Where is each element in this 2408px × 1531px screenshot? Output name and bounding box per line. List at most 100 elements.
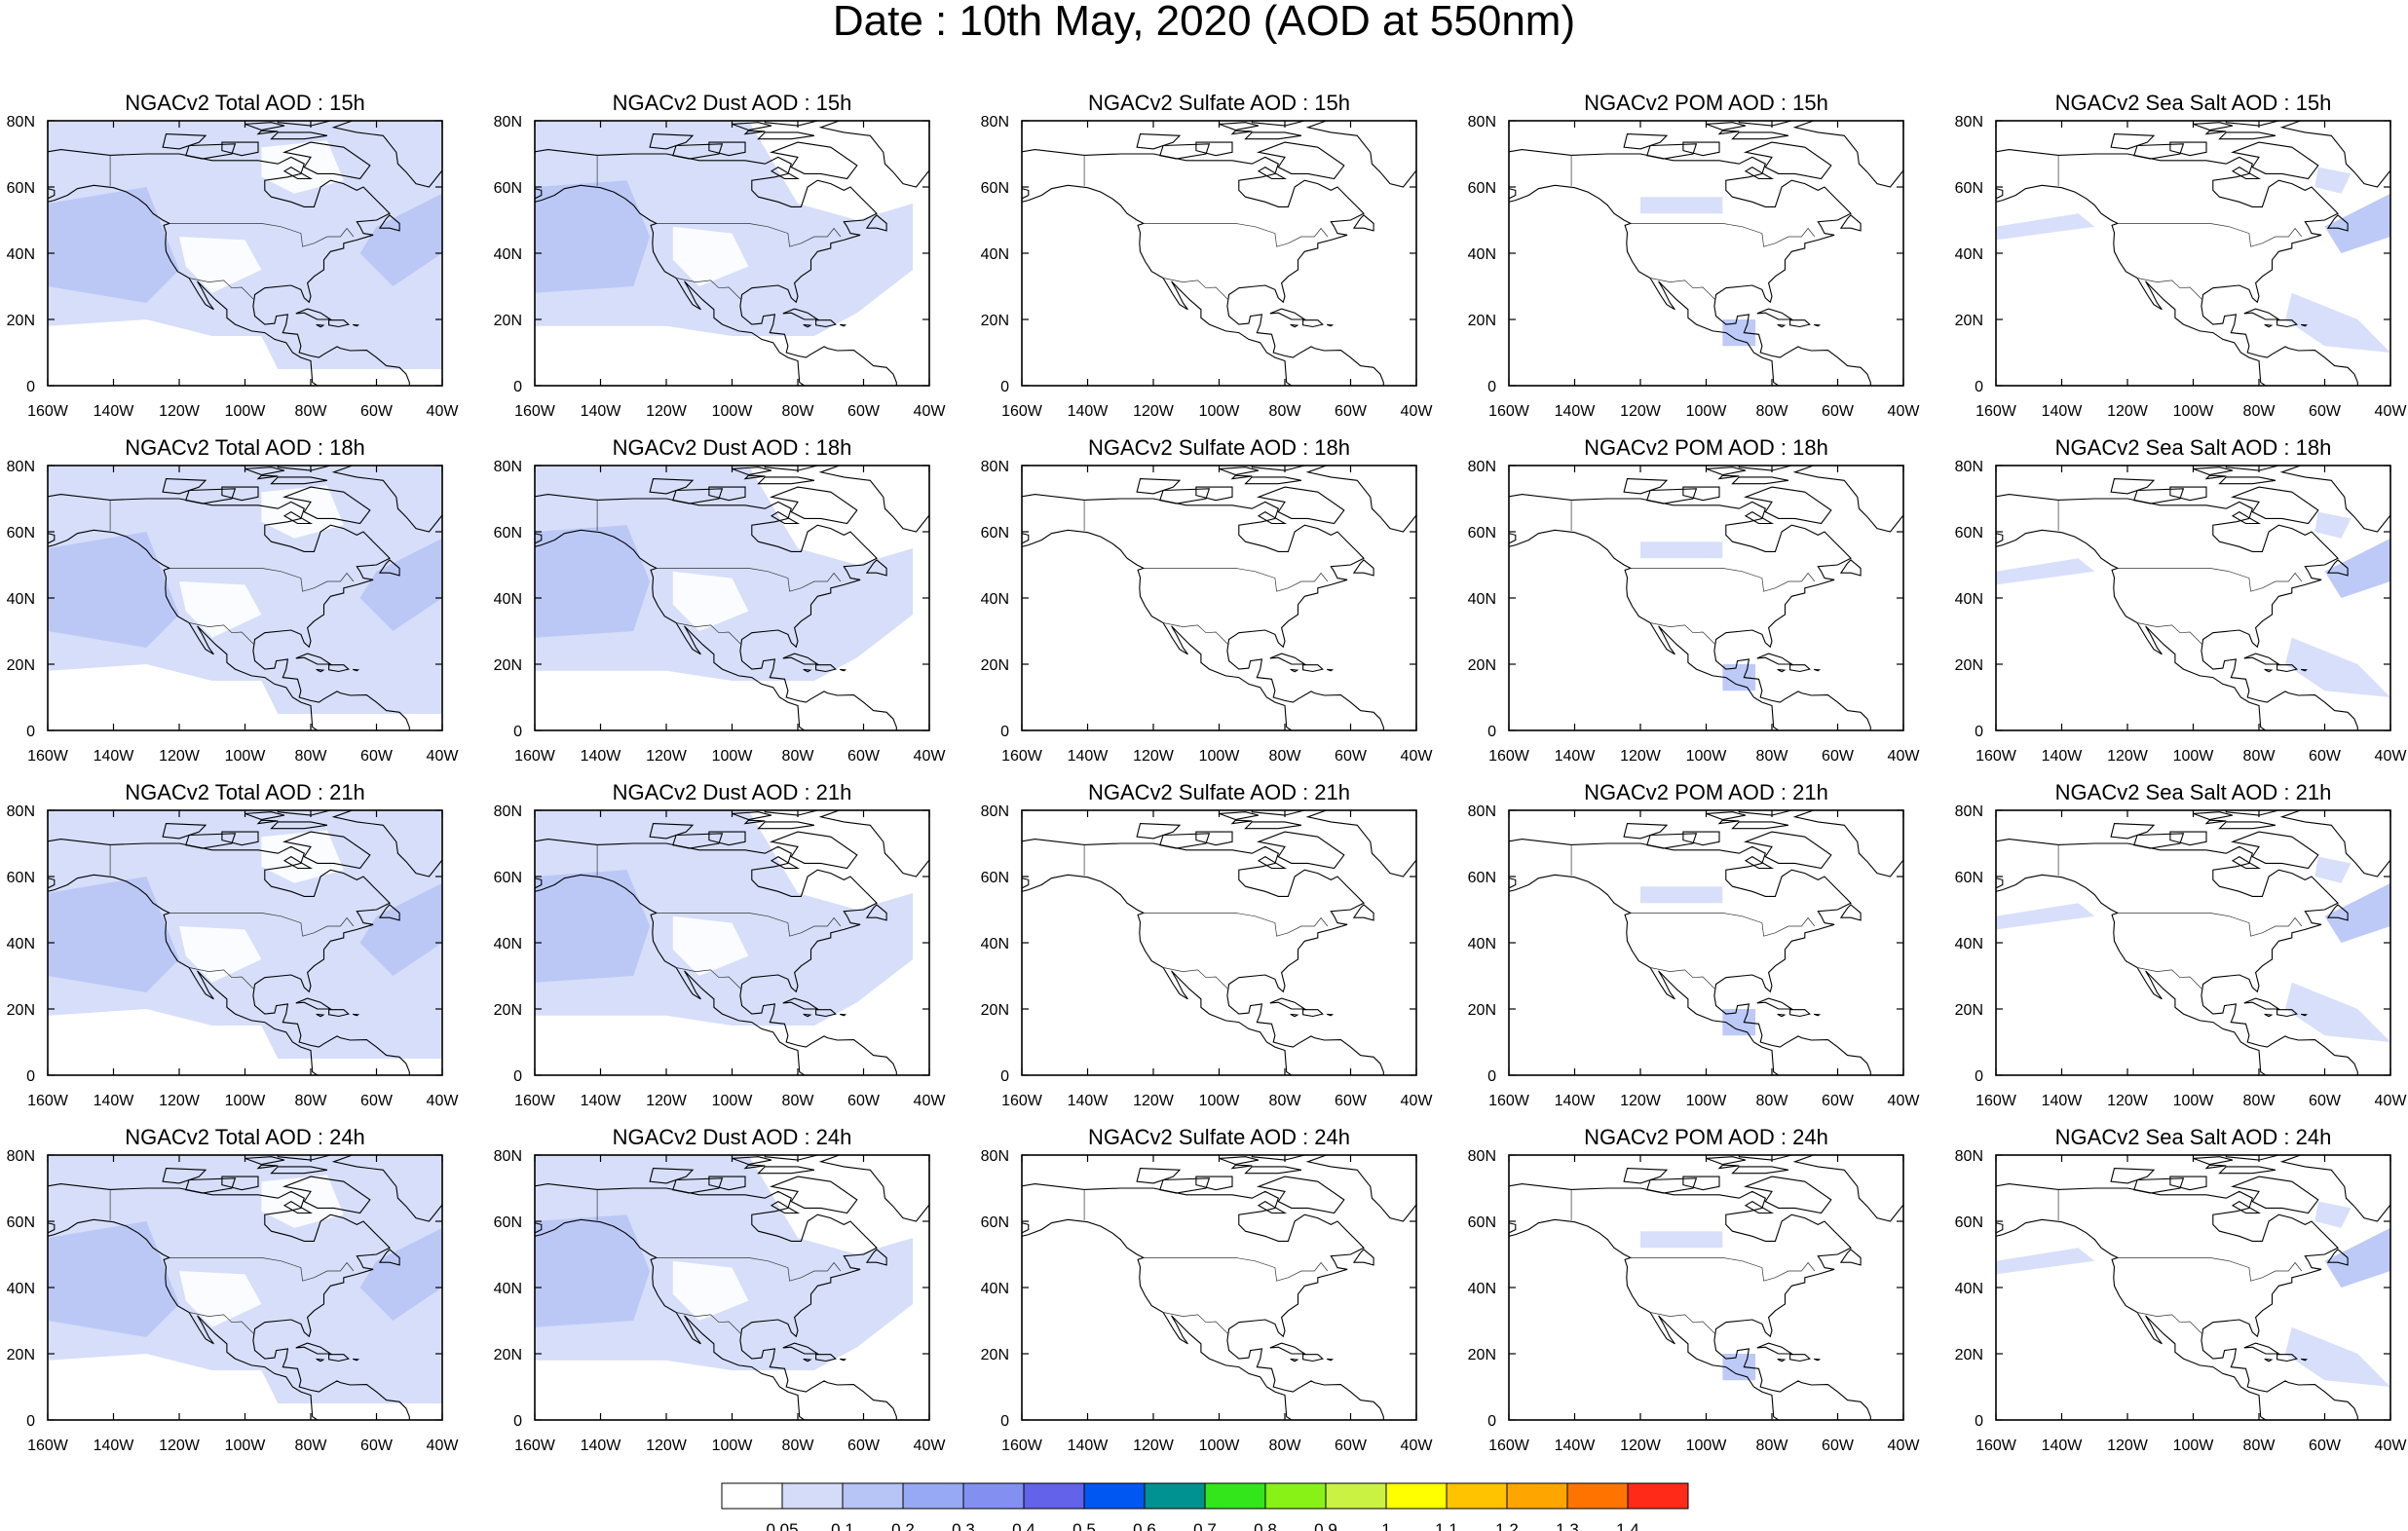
island-outline-2 [316,1358,325,1363]
colorbar-swatch-15 [1627,1482,1689,1510]
lon-tick-label: 120W [2107,748,2149,765]
island-outline-5 [282,141,371,180]
lon-tick-label: 40W [914,748,947,765]
lat-tick-label: 20N [981,313,1009,329]
island-outline-6 [1244,821,1302,830]
country-border-1 [1163,278,1229,301]
country-border-0 [1143,913,1329,937]
lon-tick-label: 60W [2309,1093,2342,1109]
island-outline-5 [769,141,858,180]
lon-tick-label: 60W [1822,1438,1855,1454]
island-outline-5 [1256,1176,1345,1214]
greenland-outline [818,1155,929,1222]
page-title: Date : 10th May, 2020 (AOD at 550nm) [832,0,1576,45]
island-outline-0 [295,997,333,1010]
greenland-outline [2279,1155,2390,1222]
coastline-west [1509,529,1780,730]
map-panel-0-3: NGACv2 POM AOD : 15h 160W 140W 120W 100W 80W 6… [1468,91,1921,420]
greenland-outline [818,810,929,878]
island-outline-3 [353,1358,360,1362]
panel-title: NGACv2 Dust AOD : 18h [613,435,852,460]
island-outline-2 [803,1358,812,1363]
lon-tick-label: 60W [1335,748,1368,765]
island-outline-2 [316,668,325,673]
island-outline-1 [1789,1009,1811,1018]
lat-tick-label: 20N [981,657,1009,674]
lon-tick-label: 40W [914,1093,947,1109]
lon-tick-label: 100W [712,748,754,765]
map-panel-1-1: NGACv2 Dust AOD : 18h 160W 140W 120W 100W 80W… [494,435,947,765]
island-outline-4 [1839,904,1862,921]
lat-tick-label: 20N [981,1002,1009,1019]
aod-shading-1 [535,180,651,293]
island-outline-9 [672,1177,724,1194]
island-outline-12 [1257,510,1288,525]
lon-tick-label: 160W [1001,403,1043,420]
colorbar-label: 0.6 [1133,1520,1156,1531]
country-border-1 [676,1312,742,1335]
island-outline-1 [1302,664,1324,673]
island-outline-0 [782,997,820,1010]
colorbar-label: 0.7 [1193,1520,1217,1531]
island-outline-12 [1257,166,1288,180]
lat-tick-label: 40N [1955,1281,1983,1297]
island-outline-4 [1839,559,1862,577]
island-outline-1 [815,319,837,328]
lon-tick-label: 140W [1555,1438,1597,1454]
lon-tick-label: 100W [225,748,267,765]
coastline-west [48,184,319,386]
island-outline-10 [1682,486,1720,502]
lon-tick-label: 100W [2173,403,2215,420]
colorbar-label: 0.3 [952,1520,975,1531]
lat-tick-label: 60N [494,1214,522,1231]
lon-tick-label: 60W [1335,1438,1368,1454]
coastline-east [1996,839,2358,1075]
island-outline-10 [2169,831,2207,846]
map-panel-1-0: NGACv2 Total AOD : 18h 160W 140W 120W 100W 80… [7,435,460,765]
greenland-outline [2279,810,2390,878]
lat-tick-label: 0 [1487,724,1496,740]
island-outline-7 [764,466,820,471]
island-outline-4 [865,1249,887,1266]
lat-tick-label: 0 [1000,724,1009,740]
lon-tick-label: 100W [1686,1093,1728,1109]
greenland-outline [1792,121,1903,188]
aod-shading-3 [2314,511,2352,539]
coastline-west [1022,184,1293,386]
island-outline-9 [672,143,724,160]
island-outline-6 [270,821,328,830]
island-outline-1 [2276,1009,2298,1018]
coastline-east [48,149,410,386]
island-outline-4 [865,559,887,577]
coastline-west [535,529,806,730]
panel-title: NGACv2 POM AOD : 21h [1584,780,1828,804]
coastline-east [48,494,410,730]
island-outline-10 [221,486,259,502]
aod-shading-0 [1996,558,2095,585]
island-outline-12 [282,166,314,180]
island-outline-10 [708,141,746,157]
island-outline-1 [1789,664,1811,673]
island-outline-9 [185,488,237,504]
lon-tick-label: 60W [847,1093,881,1109]
lat-tick-label: 80N [1955,1148,1983,1165]
island-outline-9 [1646,143,1698,160]
island-outline-7 [277,1155,333,1161]
lat-tick-label: 40N [7,591,35,608]
lon-tick-label: 80W [295,1093,328,1109]
island-outline-5 [2230,1176,2319,1214]
lon-tick-label: 120W [159,403,201,420]
lat-tick-label: 20N [494,657,522,674]
lat-tick-label: 40N [7,1281,35,1297]
island-outline-5 [1743,1176,1832,1214]
lat-tick-label: 60N [7,870,35,886]
island-outline-6 [757,1166,815,1175]
aod-shading-1 [535,870,651,983]
aod-shading-0 [1996,213,2095,241]
island-outline-9 [1646,833,1698,849]
island-outline-10 [1195,1176,1233,1191]
lat-tick-label: 20N [7,1347,35,1363]
island-outline-3 [2301,323,2309,327]
lat-tick-label: 80N [1468,114,1496,131]
lat-tick-label: 0 [26,1413,35,1430]
